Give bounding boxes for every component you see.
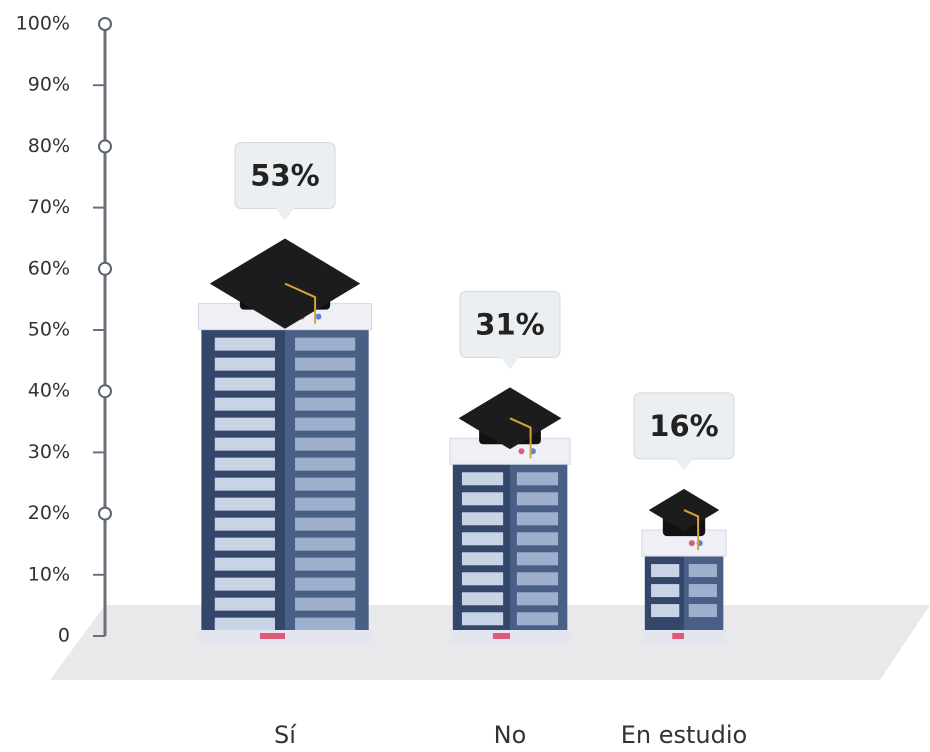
server-slot	[516, 572, 559, 586]
server-slot	[295, 517, 356, 531]
server-slot	[461, 532, 504, 546]
cap-tassel	[683, 509, 700, 551]
server-slot	[214, 477, 275, 491]
y-tick-label: 90%	[28, 74, 70, 96]
server-slot	[516, 472, 559, 486]
value-label: 53%	[250, 158, 319, 192]
server-slot	[295, 497, 356, 511]
server-slot	[295, 537, 356, 551]
server-slot	[214, 437, 275, 451]
server-slot	[461, 512, 504, 526]
server-slot	[214, 377, 275, 391]
server-slot	[214, 397, 275, 411]
server-slot	[461, 492, 504, 506]
server-slot	[461, 592, 504, 606]
server-slot	[688, 604, 717, 618]
server-slot	[295, 417, 356, 431]
server-slot	[651, 604, 680, 618]
bubble-pointer	[674, 457, 694, 471]
server-slot	[295, 577, 356, 591]
server-slot	[214, 617, 275, 631]
server-slot	[516, 492, 559, 506]
server-slot	[214, 337, 275, 351]
server-slot	[214, 497, 275, 511]
cap-tassel	[509, 417, 532, 459]
server-slot	[461, 612, 504, 626]
server-slot	[516, 512, 559, 526]
tick-marker	[98, 139, 112, 154]
server-slot	[295, 617, 356, 631]
server-slot	[295, 597, 356, 611]
base-light	[259, 633, 285, 639]
led	[315, 313, 322, 320]
server-slot	[461, 472, 504, 486]
bubble-pointer	[275, 207, 295, 221]
y-tick-label: 10%	[28, 563, 70, 585]
value-label: 16%	[649, 409, 718, 443]
server-slot	[214, 357, 275, 371]
led	[688, 540, 695, 547]
tick-marker	[98, 17, 112, 31]
server-slot	[214, 517, 275, 531]
y-tick-label: 100%	[16, 13, 70, 35]
server-slot	[214, 537, 275, 551]
x-tick-label: En estudio	[621, 721, 747, 749]
server-slot	[688, 564, 717, 578]
server-slot	[295, 437, 356, 451]
y-tick-label: 60%	[28, 257, 70, 279]
server-slot	[688, 584, 717, 598]
server-slot	[651, 584, 680, 598]
bubble-pointer	[500, 356, 520, 370]
y-tick-label: 0	[58, 625, 70, 647]
server-slot	[214, 597, 275, 611]
server-slot	[295, 337, 356, 351]
y-tick-label: 30%	[28, 441, 70, 463]
cap-tassel	[284, 282, 317, 324]
server-slot	[295, 557, 356, 571]
server-slot	[651, 564, 680, 578]
y-tick-label: 70%	[28, 196, 70, 218]
server-slot	[295, 477, 356, 491]
y-tick-label: 80%	[28, 135, 70, 157]
tick-marker	[98, 506, 112, 521]
y-tick-label: 40%	[28, 380, 70, 402]
led	[518, 448, 525, 455]
server-slot	[295, 457, 356, 471]
tick-marker	[98, 261, 112, 276]
base-light	[672, 633, 684, 639]
server-slot	[214, 417, 275, 431]
server-slot	[516, 612, 559, 626]
server-slot	[516, 552, 559, 566]
server-slot	[295, 377, 356, 391]
base-light	[492, 633, 510, 639]
y-tick-label: 20%	[28, 502, 70, 524]
y-tick-label: 50%	[28, 319, 70, 341]
tick-marker	[98, 384, 112, 399]
server-slot	[214, 577, 275, 591]
server-slot	[461, 572, 504, 586]
x-tick-label: Sí	[274, 721, 297, 749]
server-slot	[295, 397, 356, 411]
x-tick-label: No	[494, 721, 527, 749]
server-slot	[295, 357, 356, 371]
server-slot	[214, 457, 275, 471]
server-slot	[461, 552, 504, 566]
value-label: 31%	[475, 307, 544, 341]
server-slot	[214, 557, 275, 571]
tower-top	[449, 437, 571, 465]
server-slot	[516, 532, 559, 546]
server-slot	[516, 592, 559, 606]
